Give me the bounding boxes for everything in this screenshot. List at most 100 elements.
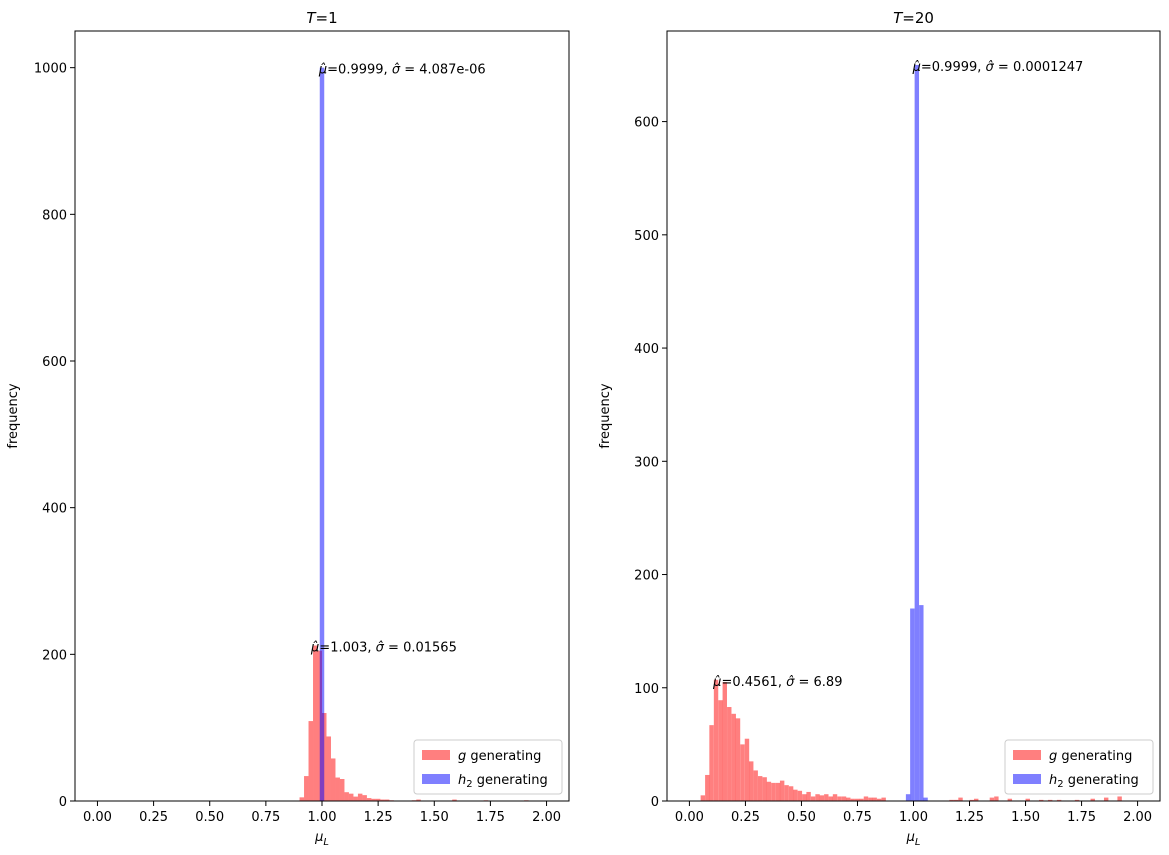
histogram-bar — [771, 782, 776, 801]
histogram-bar — [304, 776, 309, 801]
chart-panel-1: 0.00 0.25 0.50 0.75 1.00 1.25 1.50 1.75 2.00 0 200… — [6, 9, 570, 848]
histogram-bar — [797, 790, 803, 801]
y-tick-label: 300 — [634, 455, 659, 470]
histogram-bar — [819, 795, 825, 801]
histogram-bar — [779, 780, 785, 801]
x-tick-label: 1.25 — [955, 810, 984, 825]
histogram-bar — [953, 799, 959, 801]
chart-title: T=20 — [893, 9, 934, 27]
histogram-bar — [452, 799, 457, 801]
histogram-bar — [775, 782, 781, 801]
histogram-bar — [344, 792, 349, 801]
x-tick-label: 1.75 — [476, 810, 505, 825]
y-tick-label: 1000 — [34, 62, 67, 77]
legend: g generating h2 generating — [1004, 739, 1154, 795]
histogram-bar — [384, 799, 390, 801]
y-tick-label: 800 — [42, 208, 67, 223]
legend-swatch — [422, 774, 450, 784]
x-tick-label: 1.25 — [364, 810, 393, 825]
histogram-bar — [766, 781, 772, 801]
histogram-bar — [722, 682, 727, 801]
histogram-bar — [1047, 799, 1053, 801]
histogram-bar — [762, 777, 767, 801]
histogram-bar — [335, 777, 340, 801]
x-tick-label: 2.00 — [1123, 810, 1152, 825]
legend: g generating h2 generating — [413, 739, 563, 795]
histogram-bar — [330, 758, 336, 801]
histogram-bar — [850, 798, 855, 801]
histogram-bar — [727, 707, 732, 801]
y-axis-label: frequency — [6, 383, 21, 449]
histogram-bar — [319, 67, 325, 801]
histogram-bar — [876, 798, 882, 801]
histogram-bar — [806, 791, 811, 801]
histogram-bar — [810, 796, 816, 801]
histogram-bar — [974, 798, 979, 801]
legend-box — [1004, 739, 1154, 795]
stat-annotation: μ̂=0.9999, σ̂ = 0.0001247 — [912, 60, 1084, 75]
legend-swatch — [422, 750, 450, 760]
histogram-bar — [914, 64, 920, 802]
legend-label: g generating — [458, 749, 541, 764]
legend-label: g generating — [1049, 749, 1132, 764]
histogram-bar — [757, 776, 763, 801]
histogram-bar — [308, 721, 314, 801]
histogram-bar — [828, 796, 833, 801]
histogram-bar — [784, 785, 789, 801]
histogram-bar — [339, 779, 345, 801]
y-tick-label: 400 — [42, 502, 67, 517]
histogram-bar — [326, 736, 331, 801]
series-h2-bars — [319, 67, 325, 801]
histogram-bar — [881, 797, 886, 801]
histogram-bar — [846, 797, 851, 801]
x-tick-label: 1.75 — [1067, 810, 1096, 825]
histogram-bar — [824, 794, 829, 801]
histogram-bar — [299, 797, 305, 801]
stat-annotation: μ̂=0.4561, σ̂ = 6.89 — [712, 675, 842, 690]
y-tick-label: 100 — [634, 682, 659, 697]
y-tick-label: 500 — [634, 229, 659, 244]
y-axis-label: frequency — [598, 383, 613, 449]
y-tick-label: 200 — [634, 569, 659, 584]
histogram-bar — [815, 794, 820, 801]
histogram-bar — [735, 718, 741, 801]
histogram-bar — [348, 793, 354, 801]
histogram-bar — [872, 797, 877, 801]
histogram-bar — [1090, 798, 1095, 801]
x-tick-label: 0.75 — [843, 810, 872, 825]
y-tick-label: 600 — [634, 116, 659, 131]
histogram-bar — [841, 796, 847, 801]
histogram-bar — [859, 798, 864, 801]
x-axis-label: μL — [906, 830, 921, 848]
histogram-bar — [855, 798, 860, 801]
chart-panel-2: 0.00 0.25 0.50 0.75 1.00 1.25 1.50 1.75 2.00 0 100… — [598, 9, 1161, 848]
y-tick-label: 200 — [42, 648, 67, 663]
histogram-bar — [1056, 799, 1062, 801]
x-tick-label: 0.25 — [731, 810, 760, 825]
histogram-bar — [905, 794, 911, 801]
histogram-bar — [753, 770, 758, 801]
histogram-bar — [923, 797, 928, 801]
histogram-bar — [919, 605, 924, 801]
histogram-bar — [969, 799, 974, 801]
histogram-bar — [989, 797, 995, 801]
histogram-bar — [313, 645, 318, 801]
y-tick-label: 400 — [634, 342, 659, 357]
histogram-bar — [709, 725, 714, 801]
histogram-bar — [910, 608, 915, 801]
histogram-bar — [949, 799, 954, 801]
histogram-bar — [1007, 798, 1013, 801]
histogram-bar — [958, 797, 963, 801]
histogram-bar — [837, 796, 842, 801]
series-g-bars — [700, 679, 1122, 801]
histogram-bar — [1025, 798, 1030, 801]
y-tick-label: 0 — [651, 795, 659, 810]
series-h2-bars — [905, 64, 928, 802]
legend-swatch — [1013, 774, 1041, 784]
x-tick-label: 0.50 — [787, 810, 816, 825]
histogram-bar — [868, 797, 873, 801]
x-axis-label: μL — [314, 830, 329, 848]
legend-box — [413, 739, 563, 795]
histogram-bar — [705, 774, 710, 801]
histogram-bar — [994, 796, 999, 801]
